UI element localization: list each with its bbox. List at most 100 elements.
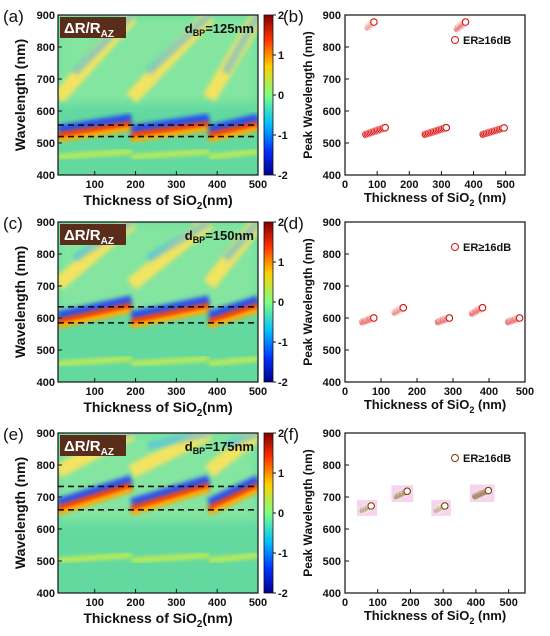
param-label: dBP=125nm [185,21,254,38]
x-tick-label: 0 [342,179,348,191]
x-tick-label: 500 [499,597,517,609]
legend-label: ER≥16dB [463,242,511,254]
x-tick-label: 300 [167,597,185,609]
data-point-end [515,314,524,322]
y-tick-label: 700 [37,492,55,504]
x-axis-label: Thickness of SiO2 (nm) [364,190,506,208]
y-tick-label: 600 [37,524,55,536]
x-tick-label: 200 [126,597,144,609]
heatmap-negative-band [130,113,210,135]
heatmap-ridge [221,15,258,75]
panel-letter: (b) [283,7,304,26]
heatmap-main-feature-edge [58,126,132,142]
x-tick-label: 300 [444,386,462,398]
data-point-end [399,304,408,312]
y-tick-label: 700 [323,74,341,86]
x-tick-label: 400 [464,179,482,191]
heatmap-ridge [145,222,212,263]
heatmap-lower-band [208,356,258,367]
heatmap-ridge [145,15,212,76]
colorbar-tick-label: 2 [278,217,284,229]
x-axis-label: Thickness of SiO2(nm) [83,192,232,212]
y-tick-label: 400 [323,170,341,182]
heatmap-lower-band [58,356,132,367]
x-axis-label: Thickness of SiO2(nm) [83,399,232,419]
heatmap-field [58,433,258,593]
heatmap-main-feature [58,302,133,327]
scatter-panel-f: ER≥16dB 400 500 600 700 800 900 0 100 200 300 400 50… [301,428,526,626]
heatmap-lower-band [208,552,258,563]
y-tick-label: 400 [37,588,55,600]
heatmap-ridge [146,433,210,450]
plot-frame [57,432,259,594]
heatmap-main-feature-edge [131,308,210,328]
y-tick-label: 400 [323,588,341,600]
colorbar-tick-label: 1 [278,468,284,480]
data-point-end [484,486,493,495]
y-axis-label: Peak Wavelength (nm) [301,449,315,577]
data-point-end [442,123,450,132]
y-tick-label: 500 [37,556,55,568]
y-tick-label: 900 [37,428,55,440]
y-tick-label: 500 [37,345,55,357]
heatmap-negative-band [58,113,133,135]
heatmap-negative-band [207,295,258,321]
heatmap-main-feature-edge [131,126,210,142]
y-tick-label: 500 [323,345,341,357]
x-tick-label: 500 [497,179,515,191]
y-tick-label: 800 [323,460,341,472]
heatmap-main-feature-edge [208,308,258,328]
heatmap-field [58,222,258,382]
x-tick-label: 400 [208,179,226,191]
y-tick-label: 500 [323,556,341,568]
x-tick-label: 100 [368,179,386,191]
colorbar-tick-label: -2 [278,170,288,182]
y-axis-label: Peak Wavelength (nm) [301,31,315,159]
heatmap-main-feature [208,121,258,141]
x-tick-label: 400 [480,386,498,398]
heatmap-main-feature [130,302,210,327]
badge-box [60,435,126,456]
x-tick-label: 200 [401,597,419,609]
y-tick-label: 400 [37,377,55,389]
x-tick-label: 0 [342,386,348,398]
x-axis-label: Thickness of SiO2 (nm) [364,608,506,626]
x-tick-label: 500 [249,179,267,191]
heatmap-main-feature [207,482,258,514]
y-tick-label: 800 [37,249,55,261]
colorbar-tick-label: 0 [278,508,284,520]
colorbar-tick-label: -1 [278,130,288,142]
data-point-end [381,123,389,132]
heatmap-negative-band [130,475,211,508]
heatmap-main-feature [130,121,210,141]
heatmap-main-feature-edge [208,126,258,142]
colorbar-tick-label: 0 [278,297,284,309]
heatmap-lower-band [131,356,210,367]
scatter-panel-b: ER≥16dB 400 500 600 700 800 900 0 100 200 300 400 50… [301,10,526,208]
colorbar-tick-label: -1 [278,548,288,560]
heatmap-negative-band [58,295,133,321]
colorbar-tick-label: -2 [278,377,288,389]
data-point-end [367,502,375,510]
x-tick-label: 400 [208,386,226,398]
x-tick-label: 300 [432,179,450,191]
data-point-end [441,502,449,510]
x-tick-label: 500 [516,386,534,398]
y-axis-label: Wavelength (nm) [12,39,28,151]
y-tick-label: 900 [323,428,341,440]
y-tick-label: 500 [37,138,55,150]
x-tick-label: 500 [249,597,267,609]
legend-label: ER≥16dB [463,453,511,465]
x-tick-label: 100 [372,386,390,398]
badge-label: ΔR/RAZ [64,227,114,247]
colorbar [263,432,274,594]
y-tick-label: 900 [37,10,55,22]
colorbar-tick-label: 2 [278,10,284,22]
plot-frame [57,14,259,176]
scatter-panel-d: ER≥16dB 400 500 600 700 800 900 0 100 200 300 400 50… [301,217,534,415]
colorbar-tick-label: -2 [278,588,288,600]
y-tick-label: 800 [323,249,341,261]
x-tick-label: 100 [86,386,104,398]
y-axis-label: Wavelength (nm) [12,246,28,358]
